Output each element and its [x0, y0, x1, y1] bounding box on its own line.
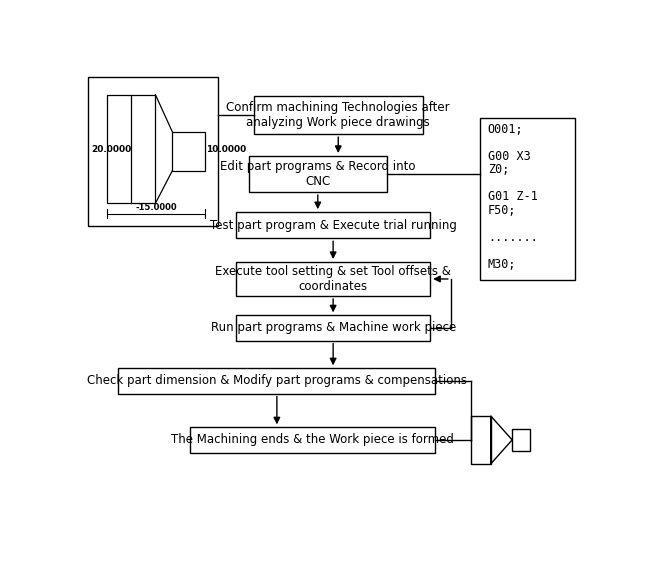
Text: Confirm machining Technologies after
analyzing Work piece drawings: Confirm machining Technologies after ana…: [226, 101, 450, 129]
Bar: [236, 262, 430, 296]
Text: 10.0000: 10.0000: [207, 145, 247, 154]
Text: M30;: M30;: [488, 258, 516, 270]
Text: G01 Z-1: G01 Z-1: [488, 190, 538, 203]
Bar: [254, 96, 422, 134]
Text: The Machining ends & the Work piece is formed: The Machining ends & the Work piece is f…: [171, 433, 454, 446]
Bar: [88, 77, 218, 225]
Text: Edit part programs & Record into
CNC: Edit part programs & Record into CNC: [220, 160, 416, 188]
Text: F50;: F50;: [488, 204, 516, 216]
Text: G00 X3: G00 X3: [488, 150, 531, 162]
Bar: [249, 156, 387, 192]
Text: -15.0000: -15.0000: [135, 203, 177, 211]
Bar: [471, 416, 490, 464]
Bar: [512, 429, 530, 451]
Text: .......: .......: [488, 231, 538, 244]
Text: Execute tool setting & set Tool offsets &
coordinates: Execute tool setting & set Tool offsets …: [215, 265, 451, 293]
Bar: [480, 119, 575, 280]
Bar: [118, 368, 436, 394]
Text: 20.0000: 20.0000: [92, 145, 132, 154]
Bar: [190, 427, 436, 453]
Text: Run part programs & Machine work piece: Run part programs & Machine work piece: [211, 321, 456, 335]
Text: O001;: O001;: [488, 123, 523, 136]
Text: Check part dimension & Modify part programs & compensations: Check part dimension & Modify part progr…: [87, 374, 467, 387]
Text: Test part program & Execute trial running: Test part program & Execute trial runnin…: [210, 219, 457, 232]
Bar: [236, 315, 430, 341]
Text: Z0;: Z0;: [488, 163, 510, 176]
Bar: [236, 212, 430, 239]
